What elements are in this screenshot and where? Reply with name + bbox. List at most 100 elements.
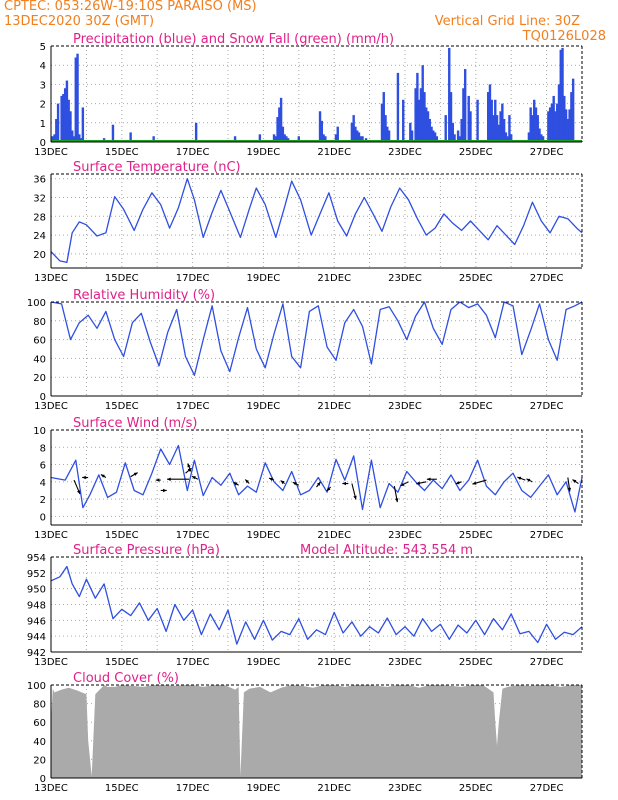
model-code: TQ0126L028 (522, 29, 606, 44)
precipitation-bar (448, 47, 451, 142)
x-tick-label: 13DEC (34, 530, 68, 541)
precipitation-bar (279, 97, 283, 142)
precipitation-bar (541, 136, 545, 142)
precipitation-bar (322, 134, 325, 142)
precipitation-bar (51, 136, 54, 142)
wind-arrow (426, 477, 437, 481)
x-tick-label: 27DEC (530, 530, 564, 541)
y-tick-label: 36 (33, 175, 46, 186)
wind-arrow (73, 479, 81, 495)
precipitation-bar (561, 47, 564, 142)
wind-arrow-head (395, 498, 399, 503)
precipitation-bar (499, 111, 502, 142)
x-tick-label: 23DEC (388, 657, 422, 668)
precipitation-bar (458, 136, 462, 142)
precipitation-bar (69, 111, 72, 142)
wind-arrow-head (292, 482, 297, 486)
y-tick-label: 80 (33, 317, 46, 328)
precipitation-bar (527, 132, 531, 142)
precipitation-bar (53, 134, 56, 142)
wind-arrow (292, 481, 300, 486)
x-tick-label: 15DEC (105, 657, 139, 668)
wind-title: Surface Wind (m/s) (73, 416, 197, 431)
y-tick-label: 0 (40, 138, 46, 149)
grid-line-note: Vertical Grid Line: 30Z (434, 14, 580, 29)
x-tick-label: 13DEC (34, 783, 68, 794)
precipitation-bar (568, 109, 571, 142)
precipitation-bar (416, 72, 419, 142)
x-tick-label: 25DEC (459, 147, 493, 158)
wind-arrow-head (100, 474, 105, 478)
humidity-line (50, 301, 583, 376)
x-tick-label: 21DEC (317, 657, 351, 668)
wind-arrow (82, 475, 89, 480)
x-tick-label: 13DEC (34, 273, 68, 284)
y-tick-label: 40 (33, 354, 46, 365)
wind-arrow-head (342, 481, 346, 486)
precipitation-title: Precipitation (blue) and Snow Fall (gree… (73, 32, 394, 47)
precipitation-bar (320, 120, 324, 142)
y-tick-label: 4 (40, 61, 46, 72)
precipitation-bar (324, 136, 327, 142)
x-tick-label: 27DEC (530, 147, 564, 158)
precipitation-bar (419, 88, 423, 142)
precipitation-bar (453, 134, 456, 142)
precipitation-bar (336, 126, 339, 142)
wind-arrow (233, 481, 239, 486)
y-tick-label: 60 (33, 336, 46, 347)
x-tick-label: 13DEC (34, 401, 68, 412)
temperature-title: Surface Temperature (nC) (73, 160, 241, 175)
x-tick-label: 25DEC (459, 783, 493, 794)
wind-arrow-head (191, 476, 196, 480)
precipitation-bar (563, 95, 566, 142)
precipitation-bar (456, 130, 460, 142)
wind-arrow-head (82, 475, 86, 480)
precipitation-bar (540, 134, 543, 142)
wind-arrow-head (163, 488, 167, 493)
precipitation-bar (380, 103, 384, 142)
precipitation-bar (497, 124, 501, 142)
wind-arrow (187, 463, 192, 472)
precipitation-bar (435, 136, 439, 142)
precipitation-bar (460, 118, 463, 142)
precipitation-bar (111, 124, 115, 142)
precipitation-panel: 0 1 2 3 4 5 Precipitation (blue) and Snow Fall… (34, 32, 583, 158)
precipitation-bar (274, 136, 277, 142)
precipitation-bar (350, 122, 354, 142)
y-tick-label: 950 (27, 585, 46, 596)
wind-arrow (572, 479, 579, 485)
precipitation-bar (71, 130, 74, 142)
precipitation-bar (56, 103, 60, 142)
wind-arrow (526, 478, 533, 483)
x-tick-label: 19DEC (247, 530, 281, 541)
y-tick-label: 2 (40, 100, 46, 111)
x-tick-label: 13DEC (34, 657, 68, 668)
cloud-cover-panel: 0 20 40 60 80 100 Cloud Cover (%) 13DEC 15DEC 17D… (27, 671, 583, 794)
precipitation-bar (233, 136, 237, 142)
wind-arrow (185, 467, 192, 474)
y-tick-label: 28 (33, 212, 46, 223)
wind-arrow-head (526, 478, 531, 482)
y-tick-label: 20 (33, 755, 46, 766)
precipitation-bar (152, 136, 155, 142)
precipitation-bar (426, 111, 430, 142)
wind-arrow (191, 475, 199, 480)
precipitation-bar (63, 88, 67, 142)
precipitation-bar (67, 99, 70, 142)
y-tick-label: 946 (27, 616, 46, 627)
precipitation-bar (361, 136, 364, 142)
x-tick-label: 27DEC (530, 273, 564, 284)
x-tick-label: 17DEC (176, 401, 210, 412)
wind-arrow-head (269, 477, 273, 481)
x-tick-label: 17DEC (176, 273, 210, 284)
precipitation-bar (451, 122, 454, 142)
x-tick-label: 27DEC (530, 657, 564, 668)
y-tick-label: 942 (27, 648, 46, 659)
precipitation-bar (65, 80, 69, 142)
precipitation-bar (510, 134, 513, 142)
x-tick-label: 17DEC (176, 530, 210, 541)
x-tick-label: 19DEC (247, 657, 281, 668)
precipitation-bar (382, 92, 385, 142)
wind-arrow-head (133, 472, 138, 476)
x-tick-label: 19DEC (247, 147, 281, 158)
